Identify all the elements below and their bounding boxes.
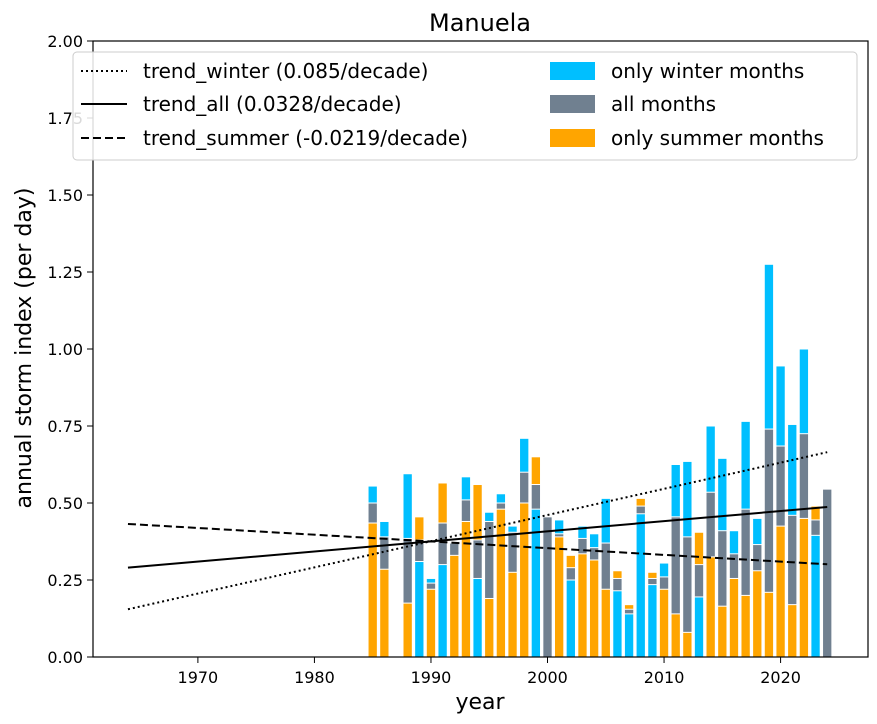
y-tick-label-0.50: 0.50	[47, 494, 83, 513]
bar-summer-2014	[705, 556, 716, 658]
y-tick-label-1.25: 1.25	[47, 263, 83, 282]
bar-summer-1995	[484, 597, 495, 658]
chart-title: Manuela	[429, 9, 531, 37]
bar-summer-1992	[449, 554, 460, 658]
x-tick-label-1980: 1980	[294, 668, 335, 687]
y-tick-label-0.25: 0.25	[47, 571, 83, 590]
bar-summer-1988	[402, 602, 413, 658]
plot-area	[367, 263, 833, 658]
bar-winter-2009	[647, 584, 658, 658]
x-tick-label-2020: 2020	[760, 668, 801, 687]
legend-label-trend-summer: trend_summer (-0.0219/decade)	[143, 126, 468, 150]
bar-winter-2002	[565, 579, 576, 658]
bar-summer-2017	[740, 594, 751, 658]
bar-winter-2008	[635, 513, 646, 658]
bar-winter-2023	[810, 534, 821, 658]
legend: trend_winter (0.085/decade) trend_all (0.…	[72, 51, 858, 161]
bar-summer-1990	[425, 588, 437, 658]
bar-winter-2006	[612, 590, 623, 658]
bar-summer-2022	[798, 517, 810, 658]
bar-summer-2019	[763, 591, 775, 658]
bar-summer-1998	[519, 502, 530, 658]
y-tick-label-1.50: 1.50	[47, 186, 83, 205]
bar-summer-2015	[717, 605, 728, 658]
bar-summer-2018	[752, 570, 763, 658]
x-tick-label-1970: 1970	[178, 668, 219, 687]
bar-summer-2010	[658, 588, 670, 658]
axes: 1970 1980 1990 2000 2010 2020 0.00 0.25 0.50 0.75…	[47, 32, 869, 687]
legend-label-series-winter: only winter months	[611, 59, 804, 83]
legend-label-series-summer: only summer months	[611, 126, 824, 150]
bar-summer-1985	[367, 522, 378, 658]
y-axis-label: annual storm index (per day)	[12, 188, 37, 509]
bar-summer-2001	[554, 536, 565, 658]
legend-swatch-winter	[550, 62, 595, 80]
bar-summer-1993	[460, 520, 472, 658]
bar-summer-2011	[670, 613, 681, 658]
x-tick-label-1990: 1990	[411, 668, 452, 687]
bar-winter-1991	[437, 564, 448, 658]
bar-summer-1996	[495, 508, 507, 658]
legend-swatch-summer	[550, 129, 595, 147]
legend-label-series-all: all months	[611, 92, 716, 116]
bar-summer-1986	[379, 568, 390, 658]
bar-winter-1989	[414, 561, 425, 658]
bar-summer-2004	[588, 559, 600, 658]
legend-label-trend-winter: trend_winter (0.085/decade)	[143, 59, 428, 83]
bar-summer-2021	[787, 604, 798, 658]
y-tick-label-2.00: 2.00	[47, 32, 83, 51]
y-tick-label-0.75: 0.75	[47, 417, 83, 436]
bar-winter-1994	[472, 577, 483, 658]
bar-summer-1997	[507, 571, 518, 658]
bar-summer-2003	[577, 553, 588, 658]
legend-label-trend-all: trend_all (0.0328/decade)	[143, 92, 402, 116]
bar-winter-2013	[693, 596, 705, 658]
bar-all-2000	[542, 516, 553, 658]
legend-box	[72, 51, 858, 161]
x-tick-label-2010: 2010	[644, 668, 685, 687]
trend-line-summer	[127, 522, 828, 566]
trend-lines	[127, 451, 828, 611]
y-tick-label-1.00: 1.00	[47, 340, 83, 359]
bar-summer-2020	[775, 525, 786, 658]
bar-winter-2007	[623, 613, 635, 658]
y-tick-label-0.00: 0.00	[47, 648, 83, 667]
trend-line-all	[127, 506, 828, 569]
x-axis-label: year	[455, 690, 505, 715]
bar-summer-2012	[682, 631, 693, 658]
x-tick-label-2000: 2000	[527, 668, 568, 687]
bar-summer-2005	[600, 588, 611, 658]
legend-swatch-all	[550, 95, 595, 113]
bar-summer-2016	[728, 577, 740, 658]
bar-all-2024	[822, 488, 833, 658]
